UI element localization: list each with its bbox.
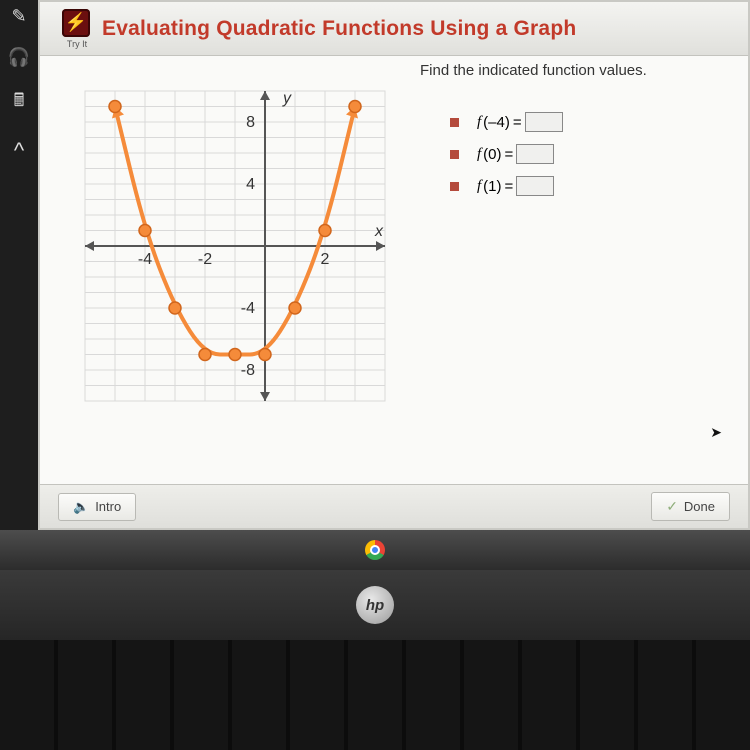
footer-bar: 🔈 Intro ✓ Done [40, 484, 748, 528]
bullet-icon [450, 150, 459, 159]
fn-arg: (1) [483, 178, 501, 195]
equals: = [513, 114, 522, 131]
pencil-icon[interactable]: ✎ [11, 6, 26, 27]
equals: = [505, 146, 514, 163]
svg-text:2: 2 [321, 251, 330, 268]
fn-letter: f [477, 146, 481, 163]
headphones-icon[interactable]: 🎧 [8, 47, 30, 68]
svg-text:-2: -2 [198, 251, 212, 268]
check-icon: ✓ [666, 498, 678, 515]
fn-letter: f [477, 178, 481, 195]
try-it-block[interactable]: ⚡ Try It [62, 9, 92, 49]
svg-text:y: y [282, 90, 292, 107]
svg-text:x: x [374, 223, 384, 240]
svg-text:-8: -8 [241, 362, 255, 379]
fn-letter: f [477, 114, 481, 131]
svg-text:-4: -4 [241, 300, 255, 317]
chart-svg: 2 -4 -2 4 8 -4 -8 y x [70, 76, 400, 416]
answer-dropdown-3[interactable] [516, 176, 554, 196]
answer-dropdown-1[interactable] [525, 112, 563, 132]
done-label: Done [684, 499, 715, 514]
photo-frame: ✎ 🎧 🖩 ^ ⚡ Try It Evaluating Quadratic Fu… [0, 0, 750, 750]
equals: = [505, 178, 514, 195]
svg-text:4: 4 [246, 176, 255, 193]
sound-icon: 🔈 [73, 499, 89, 515]
chrome-icon[interactable] [365, 540, 385, 560]
questions-block: f (–4) = f (0) = f (1) = [450, 112, 563, 208]
intro-button[interactable]: 🔈 Intro [58, 493, 136, 521]
try-it-label: Try It [62, 39, 92, 49]
keyboard [0, 640, 750, 750]
taskbar [0, 530, 750, 570]
fn-arg: (0) [483, 146, 501, 163]
lightning-icon: ⚡ [62, 9, 90, 37]
question-row: f (1) = [450, 176, 563, 196]
hp-logo: hp [356, 586, 394, 624]
intro-label: Intro [95, 499, 121, 514]
question-row: f (0) = [450, 144, 563, 164]
bullet-icon [450, 118, 459, 127]
fn-arg: (–4) [483, 114, 510, 131]
content-area: Find the indicated function values. f (–… [40, 56, 748, 484]
page-title: Evaluating Quadratic Functions Using a G… [102, 17, 576, 41]
caret-up-icon[interactable]: ^ [14, 138, 24, 164]
svg-text:-4: -4 [138, 251, 152, 268]
bullet-icon [450, 182, 459, 191]
done-button[interactable]: ✓ Done [651, 492, 730, 521]
instruction-text: Find the indicated function values. [420, 62, 647, 79]
svg-text:8: 8 [246, 114, 255, 131]
left-toolbar: ✎ 🎧 🖩 ^ [0, 0, 38, 530]
question-row: f (–4) = [450, 112, 563, 132]
header-bar: ⚡ Try It Evaluating Quadratic Functions … [40, 2, 748, 56]
cursor-icon: ➤ [710, 424, 722, 441]
app-panel: ⚡ Try It Evaluating Quadratic Functions … [38, 0, 750, 530]
calculator-icon[interactable]: 🖩 [14, 88, 25, 118]
laptop-lid: hp [0, 570, 750, 640]
answer-dropdown-2[interactable] [516, 144, 554, 164]
chart: 2 -4 -2 4 8 -4 -8 y x [70, 76, 400, 416]
